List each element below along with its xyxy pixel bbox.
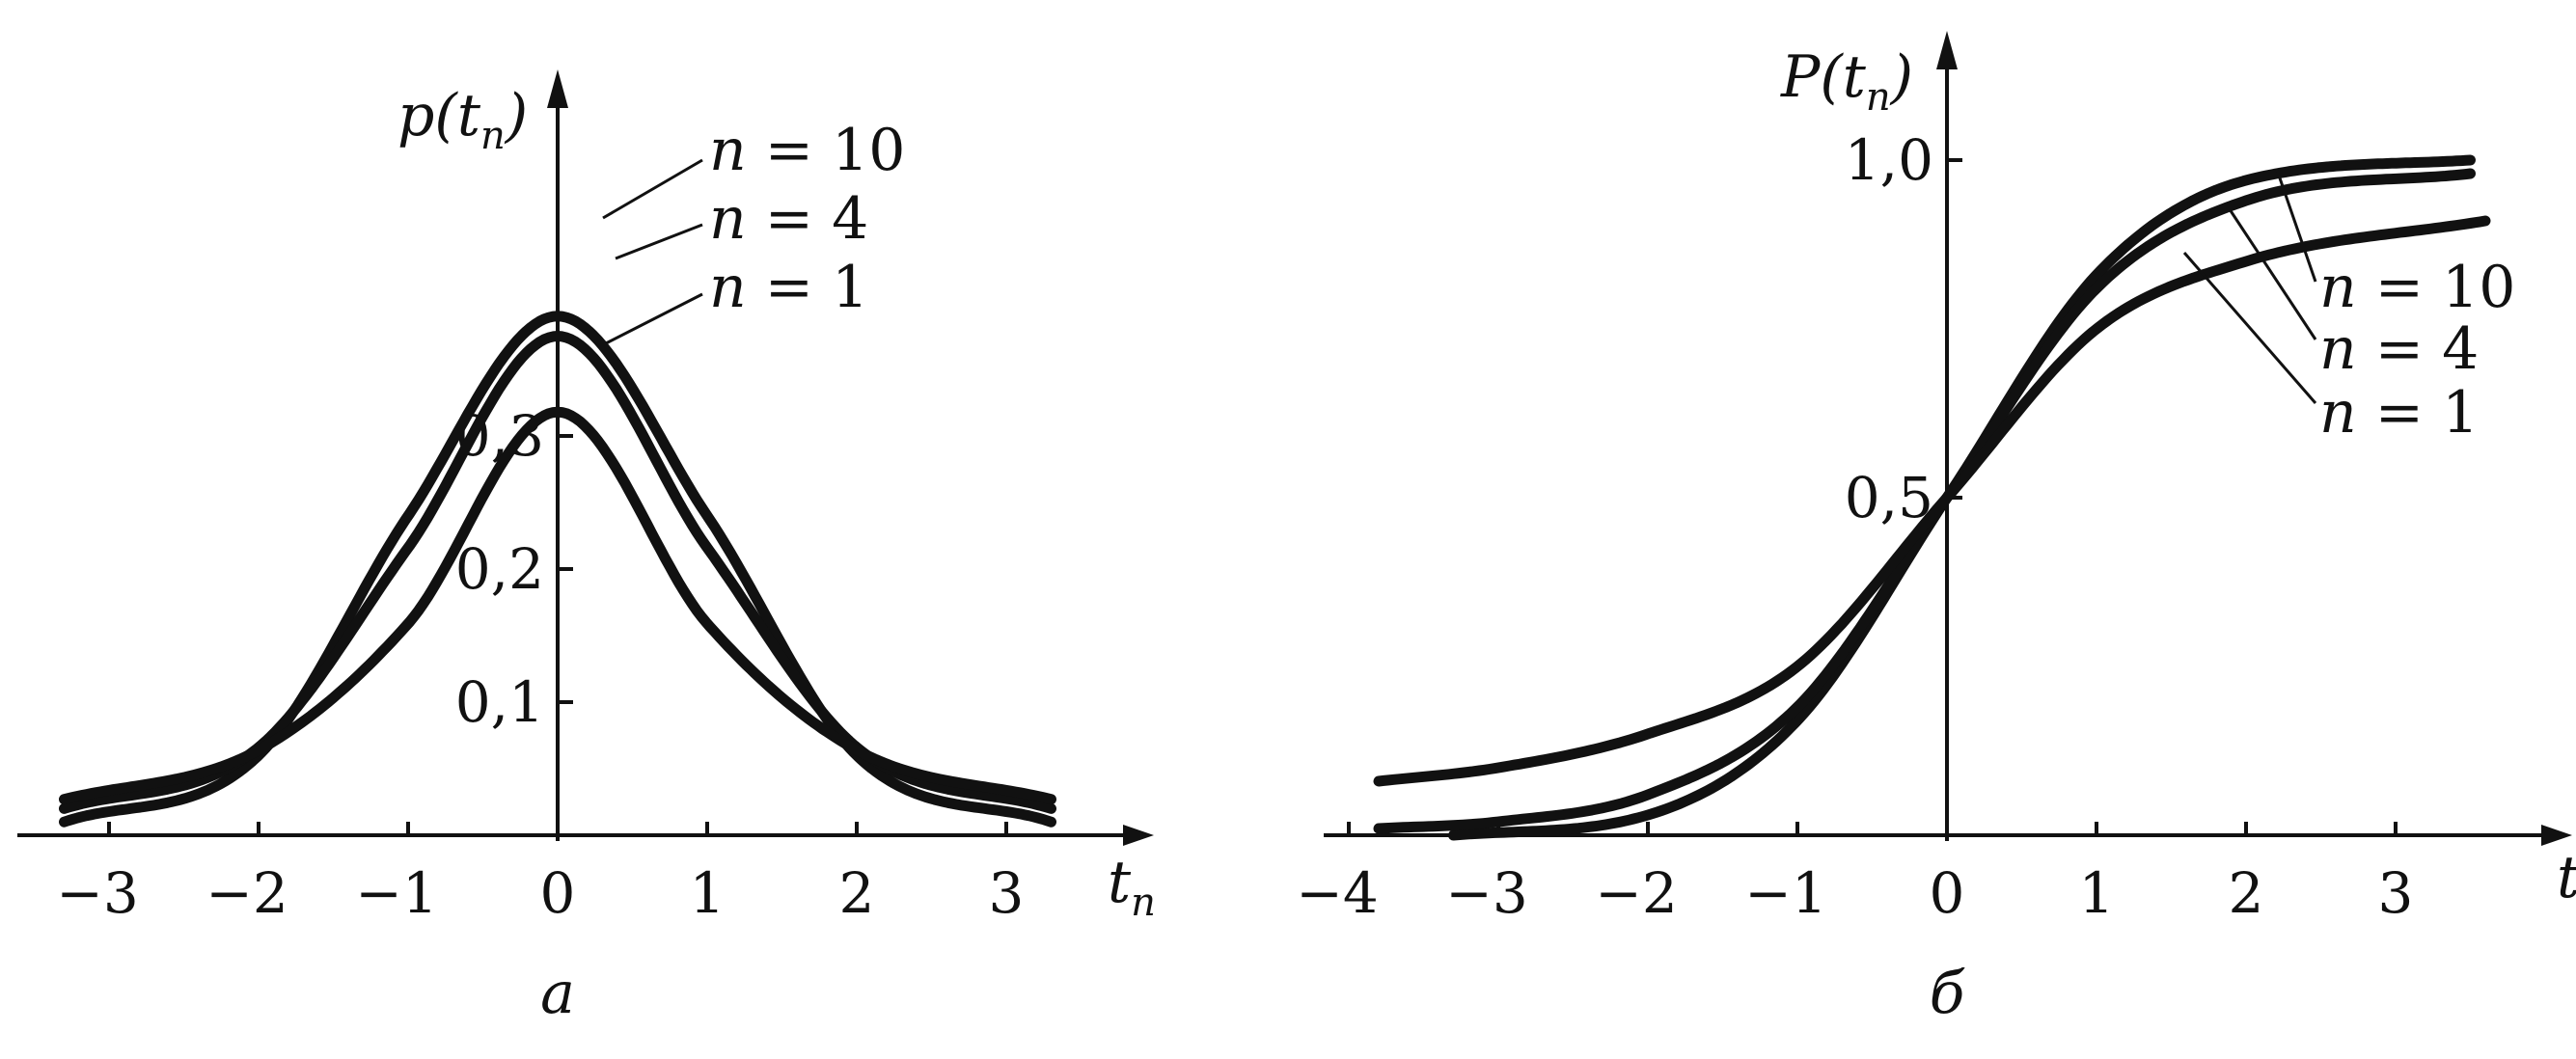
x-tick-label: −4 bbox=[1296, 860, 1379, 926]
series-leader-2 bbox=[2224, 203, 2317, 340]
x-axis-label: t bbox=[2557, 844, 2576, 911]
panel-b: −4 −3 −2 −1 0 1 2 3 0,5 1,0 n = 10n = 4n = 1 P(tn) t… bbox=[1296, 31, 2576, 1027]
series-line-3 bbox=[1373, 215, 2491, 787]
series-leader-3 bbox=[2182, 252, 2317, 404]
y-tick-label: 1,0 bbox=[1845, 127, 1933, 193]
series-label-1: n = 10 bbox=[709, 117, 905, 184]
y-axis-label: P(tn) bbox=[1780, 43, 1913, 120]
series-leader-2 bbox=[615, 223, 703, 260]
series-line-1 bbox=[59, 311, 1056, 828]
y-axis-arrow bbox=[1936, 31, 1958, 69]
y-tick-label: 0,1 bbox=[455, 669, 544, 735]
x-axis-arrow bbox=[1123, 825, 1154, 846]
x-tick-label: 0 bbox=[1930, 860, 1965, 926]
x-tick-label: −1 bbox=[1744, 860, 1827, 926]
y-axis-label: p(tn) bbox=[397, 82, 528, 158]
series-leader-1 bbox=[602, 158, 703, 220]
series-label-1: n = 10 bbox=[2319, 254, 2515, 321]
x-tick-label: 0 bbox=[540, 860, 576, 926]
series-line-3 bbox=[59, 406, 1056, 805]
y-tick-label: 0,2 bbox=[455, 536, 544, 602]
x-tick-label: −3 bbox=[56, 860, 139, 926]
y-axis-arrow bbox=[547, 69, 568, 108]
x-tick-label: 3 bbox=[989, 860, 1025, 926]
x-tick-label: −3 bbox=[1445, 860, 1528, 926]
x-tick-label: −2 bbox=[1595, 860, 1678, 926]
series-label-2: n = 4 bbox=[2319, 315, 2479, 383]
series-label-3: n = 1 bbox=[2319, 379, 2479, 447]
x-tick-label: −1 bbox=[355, 860, 438, 926]
series-leader-3 bbox=[605, 292, 703, 345]
x-tick-label: 2 bbox=[2229, 860, 2264, 926]
x-tick-label: −2 bbox=[206, 860, 288, 926]
panel-a: −3 −2 −1 0 1 2 30,10,20,3n = 10n = 4n = 1p(tn)… bbox=[17, 69, 1156, 1027]
series-label-2: n = 4 bbox=[709, 185, 868, 253]
x-tick-label: 1 bbox=[2079, 860, 2115, 926]
x-tick-label: 3 bbox=[2378, 860, 2414, 926]
panel-label: a bbox=[540, 960, 575, 1027]
panel-label: б bbox=[1930, 960, 1965, 1027]
x-tick-label: 2 bbox=[839, 860, 875, 926]
x-axis-label: tn bbox=[1108, 849, 1156, 925]
x-tick-label: 1 bbox=[690, 860, 726, 926]
y-tick-label: 0,5 bbox=[1845, 465, 1933, 530]
series-label-3: n = 1 bbox=[709, 254, 868, 321]
x-axis-arrow bbox=[2541, 825, 2572, 846]
